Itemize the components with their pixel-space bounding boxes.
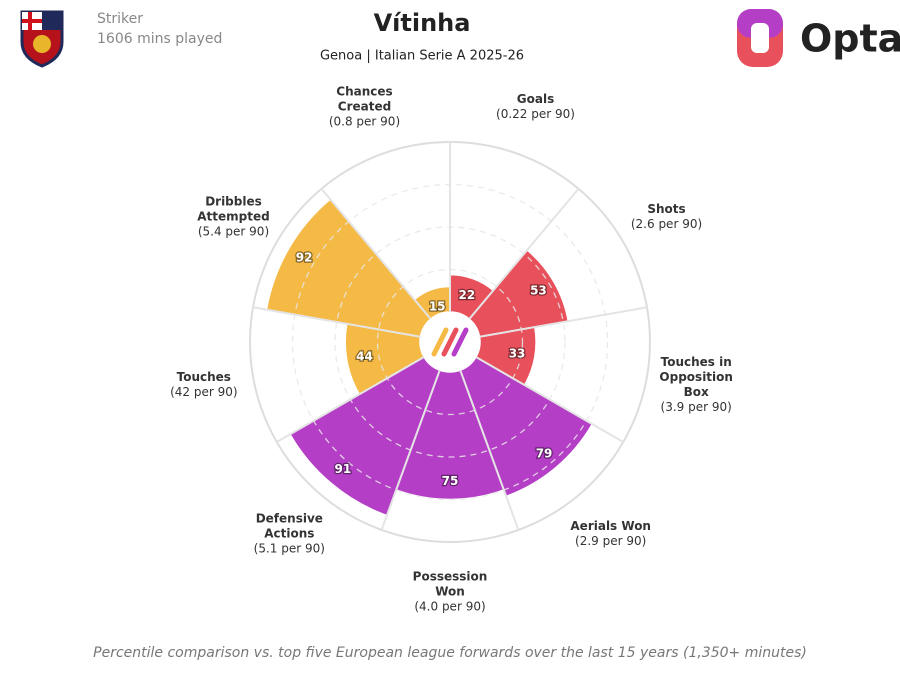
spoke: [459, 369, 520, 531]
category-name: Chances Created: [336, 84, 393, 114]
value-label: 92: [296, 250, 313, 264]
category-name: Touches: [176, 370, 231, 385]
per90-label: (5.1 per 90): [253, 541, 325, 555]
value-label: 44: [356, 350, 373, 364]
value-label: 91: [334, 462, 351, 476]
per90-label: (0.8 per 90): [328, 114, 401, 129]
category-label: Aerials Won (2.9 per 90): [570, 519, 651, 549]
category-name: Touches in Opposition Box: [659, 355, 733, 400]
wedge: [468, 248, 570, 338]
value-label: 53: [530, 283, 547, 297]
per90-label: (4.0 per 90): [414, 599, 486, 614]
value-label: 22: [459, 288, 476, 302]
category-label: Chances Created (0.8 per 90): [314, 85, 414, 130]
spoke: [479, 306, 648, 338]
brand-logo: Opta: [737, 9, 900, 67]
center-logo: [422, 314, 478, 370]
per90-label: (42 per 90): [170, 385, 238, 400]
category-label: Touches (42 per 90): [170, 370, 237, 400]
category-label: Goals (0.22 per 90): [496, 92, 575, 122]
category-label: Defensive Actions (5.1 per 90): [239, 511, 339, 556]
brand-name: Opta: [800, 17, 900, 61]
chart-title: Vítinha: [374, 9, 471, 37]
category-name: Shots: [647, 202, 686, 216]
spoke: [252, 306, 421, 338]
minutes-played: 1606 mins played: [97, 31, 222, 47]
category-name: Aerials Won: [570, 518, 651, 533]
category-label: Possession Won (4.0 per 90): [400, 570, 500, 615]
value-label: 75: [442, 474, 459, 488]
wedge: [474, 326, 537, 387]
per90-label: (5.4 per 90): [197, 224, 270, 239]
value-label: 33: [509, 346, 526, 360]
logo-slash: [451, 327, 469, 357]
per90-label: (0.22 per 90): [496, 107, 575, 122]
wedge: [344, 322, 426, 396]
chart-subtitle: Genoa | Italian Serie A 2025-26: [320, 49, 524, 64]
per90-label: (3.9 per 90): [660, 400, 732, 415]
spoke: [380, 369, 441, 531]
logo-slash: [431, 327, 449, 357]
category-name: Possession Won: [412, 569, 488, 599]
value-label: 15: [429, 299, 446, 313]
per90-label: (2.6 per 90): [630, 217, 703, 231]
category-label: Shots (2.6 per 90): [631, 202, 702, 232]
value-label: 79: [536, 447, 553, 461]
logo-slash: [441, 327, 459, 357]
wedge: [459, 355, 594, 498]
wedge: [395, 369, 505, 501]
footnote: Percentile comparison vs. top five Europ…: [93, 645, 807, 661]
club-crest: [20, 10, 64, 68]
spoke: [468, 188, 580, 320]
spoke: [276, 356, 425, 443]
spoke: [320, 188, 432, 320]
category-name: Defensive Actions: [255, 511, 323, 540]
player-role: Striker: [97, 11, 143, 27]
spoke: [475, 356, 624, 443]
category-name: Goals: [516, 92, 555, 107]
category-name: Dribbles Attempted: [197, 194, 270, 224]
category-label: Dribbles Attempted (5.4 per 90): [183, 195, 283, 240]
category-label: Touches in Opposition Box (3.9 per 90): [646, 355, 746, 415]
per90-label: (2.9 per 90): [575, 533, 647, 548]
